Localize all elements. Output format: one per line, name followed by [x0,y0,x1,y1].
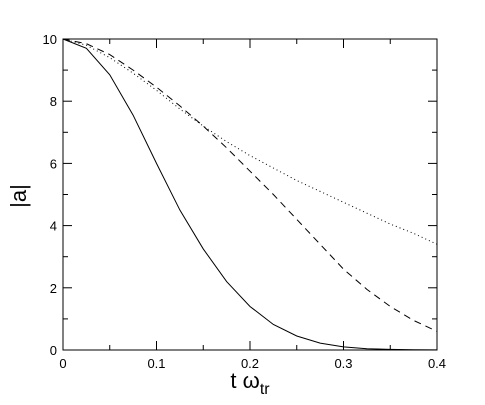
y-tick-label: 6 [50,156,57,171]
plot-frame [62,38,438,351]
tick-marks [62,38,438,351]
y-tick-label: 2 [50,281,57,296]
x-tick-label: 0.4 [428,356,446,371]
tick-labels: 0 0.1 0.2 0.3 0.4 0 2 4 6 8 10 [43,32,447,371]
x-tick-label: 0.1 [147,356,165,371]
x-tick-label: 0 [59,356,66,371]
y-tick-label: 10 [43,32,57,47]
x-axis-label: t ωtr [230,368,270,398]
y-tick-label: 0 [50,343,57,358]
series-line-dotted [62,38,438,245]
x-axis-label-subscript: tr [260,381,270,398]
series-line-solid [62,38,438,351]
y-axis-label: |a| [6,184,31,208]
series-group [62,38,438,351]
x-axis-label-main: t ω [230,368,259,393]
y-tick-label: 8 [50,94,57,109]
y-tick-label: 4 [50,219,57,234]
x-tick-label: 0.2 [241,356,259,371]
series-line-dashed [62,38,438,332]
x-tick-label: 0.3 [334,356,352,371]
